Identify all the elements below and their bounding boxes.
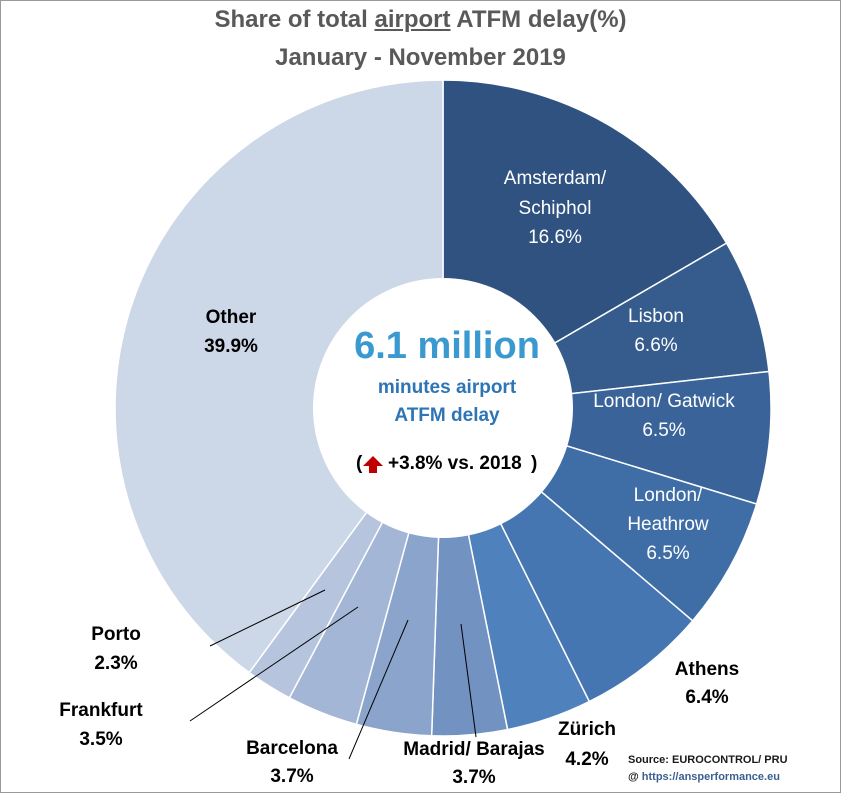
slice-label-london-heathrow-1: Heathrow: [627, 514, 709, 535]
donut-hole: [313, 278, 573, 538]
slice-other: [114, 79, 444, 674]
slice-label-porto-0: Porto: [91, 624, 141, 645]
chart-title: Share of total airport ATFM delay(%): [0, 6, 841, 34]
center-headline: 6.1 million: [354, 325, 540, 367]
slice-value-lisbon: 6.6%: [634, 335, 677, 356]
leader-line-porto: [209, 589, 326, 647]
slice-label-amsterdam-schiphol-1: Schiphol: [519, 198, 592, 219]
slice-value-amsterdam-schiphol: 16.6%: [528, 227, 582, 248]
slice-value-london-heathrow: 6.5%: [646, 543, 689, 564]
leader-line-madrid-barajas: [460, 623, 477, 738]
title-suffix: ATFM delay(%): [450, 6, 627, 33]
slice-value-london-gatwick: 6.5%: [642, 420, 685, 441]
change-close-paren: ): [531, 453, 537, 474]
slice-label-barcelona-0: Barcelona: [246, 738, 338, 759]
slice-label-london-gatwick-0: London/ Gatwick: [593, 391, 735, 412]
slice-label-other-0: Other: [206, 307, 257, 328]
slice-label-athens-0: Athens: [675, 659, 739, 680]
leader-lines: [189, 589, 477, 760]
slice-value-barcelona: 3.7%: [270, 766, 313, 787]
up-arrow-icon: [363, 456, 383, 473]
slice-labels: Amsterdam/Schiphol 16.6% Lisbon 6.6% London/…: [59, 168, 739, 788]
slice-label-madrid-barajas-0: Madrid/ Barajas: [403, 739, 545, 760]
chart-subtitle: January - November 2019: [275, 44, 566, 71]
slice-value-z-rich: 4.2%: [565, 749, 608, 770]
change-vs-2018: +3.8% vs. 2018: [388, 453, 522, 474]
at-symbol: @: [628, 771, 639, 783]
change-open-paren: (: [356, 453, 363, 474]
leader-line-frankfurt: [189, 606, 359, 722]
source-link-line: @ https://ansperformance.eu: [628, 769, 788, 786]
title-underlined-word: airport: [374, 6, 451, 33]
slice-value-madrid-barajas: 3.7%: [452, 767, 495, 788]
source-text: Source: EUROCONTROL/ PRU: [628, 754, 788, 766]
slice-value-porto: 2.3%: [94, 653, 137, 674]
center-subtext-line1: minutes airport: [378, 377, 517, 398]
slice-value-other: 39.9%: [204, 336, 258, 357]
leader-line-barcelona: [348, 619, 409, 760]
slice-value-frankfurt: 3.5%: [79, 729, 122, 750]
slice-label-amsterdam-schiphol-0: Amsterdam/: [504, 168, 607, 189]
slice-label-london-heathrow-0: London/: [634, 485, 703, 506]
slice-label-lisbon-0: Lisbon: [628, 306, 684, 327]
slice-value-athens: 6.4%: [685, 687, 728, 708]
slice-label-frankfurt-0: Frankfurt: [59, 700, 143, 721]
slice-label-z-rich-0: Zürich: [558, 719, 616, 740]
center-subtext-line2: ATFM delay: [394, 405, 500, 426]
source-link[interactable]: https://ansperformance.eu: [641, 771, 780, 783]
source-note: Source: EUROCONTROL/ PRU @ https://anspe…: [628, 752, 788, 786]
title-prefix: Share of total: [214, 6, 375, 33]
